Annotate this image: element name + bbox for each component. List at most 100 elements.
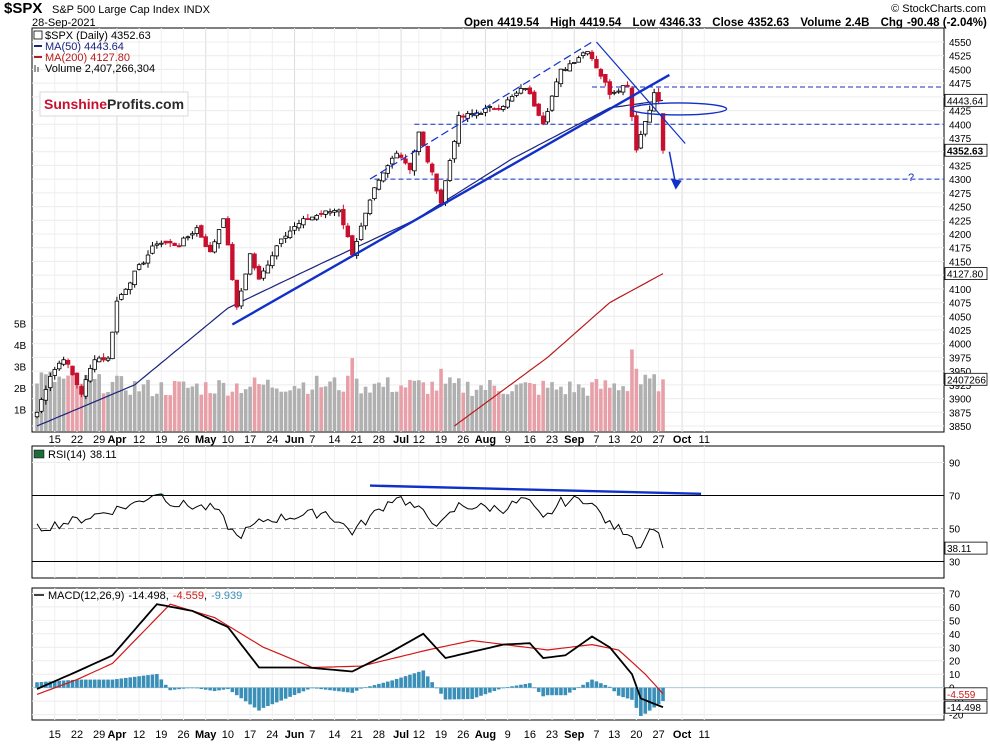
candle-body (194, 227, 200, 234)
volume-bar (172, 380, 177, 431)
date-axis-tick: 28 (373, 434, 385, 446)
volume-bar (430, 381, 434, 431)
chart-date: 28-Sep-2021 (32, 17, 96, 29)
macd-legend-text: MACD(12,26,9) -14.498, -4.559, -9.939 (48, 590, 242, 602)
volume-bar (585, 395, 590, 431)
macd-axis-tick: 40 (949, 630, 961, 641)
rsi-line (36, 493, 664, 549)
macd-histogram-bar (66, 680, 70, 688)
date-axis-tick: 24 (266, 434, 278, 446)
candle-body (407, 162, 413, 171)
macd-histogram-bar (661, 687, 665, 702)
candle-body (154, 243, 160, 246)
candle-body (239, 290, 244, 307)
price-axis-tick: 4550 (949, 38, 972, 49)
macd-histogram-bar (576, 687, 581, 689)
volume-bar (261, 384, 266, 431)
macd-legend: MACD(12,26,9) -14.498, -4.559, -9.939 (34, 590, 242, 602)
date-axis-tick-bottom: 17 (244, 729, 256, 741)
volume-bar (581, 387, 585, 431)
macd-histogram-bar (106, 679, 110, 688)
candle-body (150, 245, 155, 254)
legend-volume: Volume 2,407,266,304 (45, 63, 155, 75)
ma200-value-tag-box (944, 267, 988, 281)
volume-bar (283, 391, 288, 431)
volume-bar (221, 382, 226, 431)
macd-histogram-bar (590, 679, 594, 688)
candle-body (638, 134, 644, 149)
volume-bar (457, 378, 461, 431)
macd-histogram-bar (621, 687, 625, 698)
macd-histogram-bar (199, 687, 204, 690)
candle-body (305, 218, 311, 220)
volume-bar (323, 386, 328, 431)
volume-bar (159, 382, 164, 431)
macd-axis-tick: 50 (949, 616, 961, 627)
volume-bar (266, 379, 270, 431)
volume-bar (612, 383, 616, 431)
macd-histogram-bar (88, 679, 93, 688)
macd-histogram-bar (430, 682, 434, 688)
macd-histogram-bar (443, 687, 448, 700)
volume-bar (656, 391, 661, 431)
macd-histogram-bar (226, 687, 230, 690)
candle-body (110, 331, 115, 360)
date-axis-tick-bottom: 9 (505, 729, 511, 741)
candle-body (96, 357, 102, 363)
macd-histogram-bar (408, 674, 412, 688)
volume-bar (350, 358, 355, 431)
candle-body (549, 95, 555, 111)
macd-histogram-bar (412, 673, 417, 688)
macd-histogram-bar (101, 679, 106, 688)
price-axis-tick: 4400 (949, 120, 972, 131)
candle-body (101, 357, 106, 361)
candle-body (216, 229, 222, 245)
macd-histogram-bar (630, 687, 634, 700)
volume-bar (97, 374, 101, 431)
macd-histogram-bar (417, 671, 421, 688)
date-axis-tick: 27 (652, 434, 664, 446)
macd-histogram-bar (425, 676, 430, 688)
macd-histogram-bar (639, 687, 643, 716)
candle-body (363, 212, 368, 227)
date-axis-tick: 26 (457, 434, 469, 446)
candle-body (536, 103, 541, 116)
macd-histogram-bar (483, 687, 488, 695)
macd-histogram-bar (146, 675, 150, 688)
volume-bar (128, 394, 133, 431)
macd-histogram-bar (288, 687, 292, 697)
macd-histogram-bar (341, 687, 346, 692)
macd-histogram-bar (394, 678, 399, 688)
candle-body (327, 211, 333, 214)
volume-bar (115, 375, 119, 431)
macd-histogram-bar (75, 679, 79, 688)
candle-body (456, 115, 461, 144)
trendline-declining-resistance (595, 41, 686, 144)
date-axis-tick: 22 (71, 434, 83, 446)
volume-bar (341, 391, 346, 431)
candle-body (141, 262, 146, 265)
candle-body (132, 270, 137, 286)
macd-histogram-bar (243, 687, 248, 702)
volume-bar (492, 385, 497, 431)
candle-body (660, 113, 666, 151)
macd-histogram-bar (585, 682, 590, 688)
candle-body (505, 99, 510, 108)
date-axis-tick-bottom: 19 (155, 729, 167, 741)
date-axis-tick: 21 (351, 434, 363, 446)
volume-bar (381, 386, 386, 431)
candle-body (607, 81, 612, 95)
candle-body (274, 245, 279, 257)
volume-bar (363, 386, 368, 431)
macd-histogram-bar (492, 687, 497, 692)
candle-body (52, 369, 57, 376)
candle-body (190, 233, 195, 236)
macd-histogram-bar (195, 687, 199, 689)
volume-bar (412, 380, 417, 431)
macd-histogram-bar (261, 687, 266, 708)
macd-histogram-bar (381, 682, 386, 688)
candle-body (532, 91, 537, 107)
candle-body (416, 131, 422, 153)
rsi-trendline (369, 484, 702, 496)
projection-question-mark: ? (908, 172, 914, 184)
